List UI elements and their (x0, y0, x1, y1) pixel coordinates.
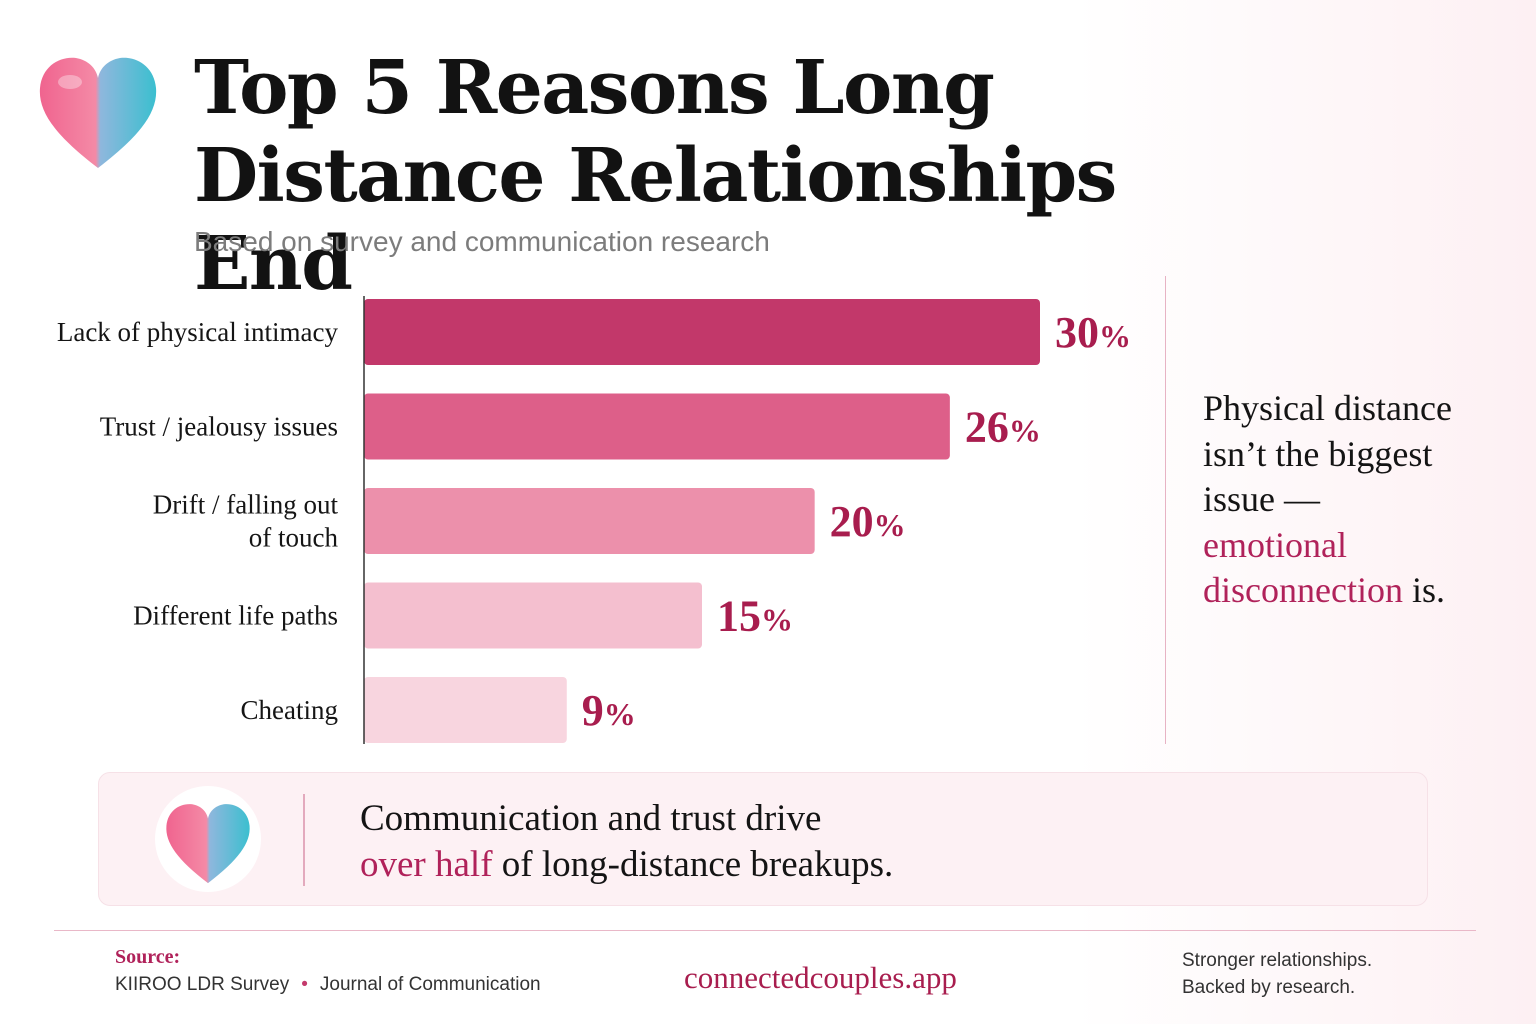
callout-highlight: over half (360, 844, 493, 885)
tagline-line-1: Stronger relationships. (1182, 950, 1373, 971)
insight-highlight-2: disconnection (1203, 570, 1403, 610)
tagline: Stronger relationships. Backed by resear… (1182, 947, 1372, 1001)
insight-line-2: isn’t the biggest (1203, 433, 1433, 474)
category-label: Trust / jealousy issues (100, 412, 338, 442)
callout-separator (303, 794, 305, 886)
insight-highlight-1: emotional (1203, 524, 1347, 565)
value-label: 15% (717, 592, 793, 641)
category-label: Lack of physical intimacy (57, 317, 339, 347)
subtitle: Based on survey and communication resear… (194, 226, 770, 257)
bar (364, 488, 815, 554)
insight-line-1: Physical distance (1203, 388, 1452, 428)
title-line-2: Distance Relationships End (194, 133, 1117, 307)
source-separator: • (301, 974, 308, 995)
value-label: 30% (1055, 308, 1131, 357)
source-item: KIIROO LDR Survey (115, 974, 290, 995)
insight-line-3: issue — (1203, 479, 1320, 519)
callout-text: Communication and trust drive over half … (360, 796, 1260, 888)
bar-chart: 30% Lack of physical intimacy 26% Trust / j… (57, 296, 1131, 744)
bar (364, 677, 567, 743)
callout-box (98, 772, 1428, 906)
category-label: Different life paths (133, 601, 338, 631)
source-item: Journal of Communication (319, 974, 541, 995)
value-label: 20% (830, 497, 906, 546)
category-label: Cheating (241, 695, 338, 725)
tagline-line-2: Backed by research. (1182, 977, 1356, 998)
category-label: Drift / falling out of touch (153, 490, 339, 553)
heart-icon (39, 57, 157, 168)
source-list: KIIROO LDR Survey • Journal of Communicati… (115, 974, 541, 996)
callout-line-2: of long-distance breakups. (492, 844, 894, 885)
bar (364, 393, 950, 460)
bar (364, 299, 1040, 365)
footer-divider (54, 930, 1476, 931)
insight-tail: is. (1402, 570, 1445, 610)
heart-icon (166, 804, 250, 884)
source-label: Source: (115, 946, 181, 968)
insight-text: Physical distance isn’t the biggest issu… (1203, 386, 1503, 614)
vertical-divider (1165, 276, 1166, 744)
value-label: 9% (582, 686, 636, 735)
page-title: Top 5 Reasons Long Distance Relationship… (194, 44, 1194, 308)
value-label: 26% (965, 403, 1041, 452)
title-line-1: Top 5 Reasons Long (194, 45, 995, 131)
callout-line-1: Communication and trust drive (360, 798, 822, 839)
site-link[interactable]: connectedcouples.app (684, 960, 957, 995)
bar (364, 582, 702, 649)
